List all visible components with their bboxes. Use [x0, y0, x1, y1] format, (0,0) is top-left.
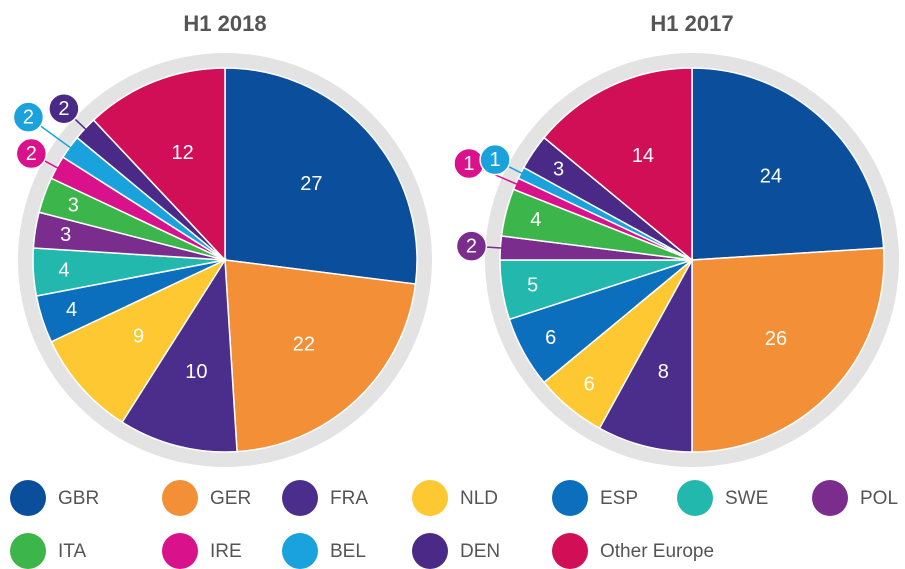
- legend-swatch: [812, 480, 848, 516]
- legend-swatch: [552, 533, 588, 569]
- legend-swatch: [162, 480, 198, 516]
- pie-slice: [691, 247, 885, 453]
- legend-label: SWE: [725, 488, 768, 509]
- legend-swatch: [282, 480, 318, 516]
- pie-slice: [92, 67, 226, 262]
- data-label: 3: [553, 159, 564, 181]
- chart-title: H1 2018: [183, 11, 266, 36]
- data-label: 6: [545, 327, 556, 349]
- legend-label: BEL: [330, 541, 366, 562]
- chart-title: H1 2017: [650, 11, 733, 36]
- data-label: 1: [490, 149, 501, 171]
- data-label: 2: [26, 143, 37, 165]
- data-label: 8: [658, 361, 669, 383]
- data-label: 6: [584, 374, 595, 396]
- legend-label: Other Europe: [600, 541, 714, 562]
- data-label: 4: [66, 299, 77, 321]
- legend-swatch: [282, 533, 318, 569]
- data-label: 3: [68, 195, 79, 217]
- data-label: 4: [530, 209, 541, 231]
- data-label: 2: [23, 106, 34, 128]
- pie-slice: [224, 259, 417, 453]
- legend-label: GBR: [58, 488, 99, 509]
- legend-label: IRE: [210, 541, 242, 562]
- legend-swatch: [10, 480, 46, 516]
- legend-swatch: [10, 533, 46, 569]
- pie-slice: [224, 67, 418, 285]
- legend-label: DEN: [460, 541, 500, 562]
- callout-dot: [48, 92, 80, 125]
- data-label: 22: [293, 333, 315, 355]
- data-label: 12: [171, 142, 193, 164]
- data-label: 27: [300, 173, 322, 195]
- legend-label: ITA: [58, 541, 86, 562]
- data-label: 26: [765, 328, 787, 350]
- data-label: 9: [133, 325, 144, 347]
- data-label: 1: [463, 153, 474, 175]
- legend-label: ESP: [600, 488, 638, 509]
- data-label: 24: [760, 165, 782, 187]
- callout-dot: [15, 137, 48, 170]
- data-label: 4: [58, 259, 69, 281]
- pie-slice: [121, 257, 238, 453]
- legend-swatch: [412, 533, 448, 569]
- callout-dot: [479, 143, 511, 176]
- data-label: 2: [58, 98, 69, 120]
- data-label: 10: [185, 361, 207, 383]
- legend-swatch: [552, 480, 588, 516]
- legend-label: POL: [860, 488, 898, 509]
- pie-slice: [543, 67, 693, 262]
- legend-label: FRA: [330, 488, 368, 509]
- pie-slice: [691, 67, 885, 261]
- data-label: 3: [60, 224, 71, 246]
- pie-slice: [598, 259, 693, 453]
- callout-dot: [12, 101, 45, 133]
- legend-swatch: [162, 533, 198, 569]
- legend-label: GER: [210, 488, 251, 509]
- pie-slice: [50, 258, 228, 424]
- data-label: 14: [632, 145, 654, 167]
- callout-dot: [455, 230, 488, 262]
- data-label: 2: [466, 235, 477, 257]
- legend-swatch: [412, 480, 448, 516]
- data-label: 5: [527, 275, 538, 297]
- legend-swatch: [677, 480, 713, 516]
- legend-label: NLD: [460, 488, 498, 509]
